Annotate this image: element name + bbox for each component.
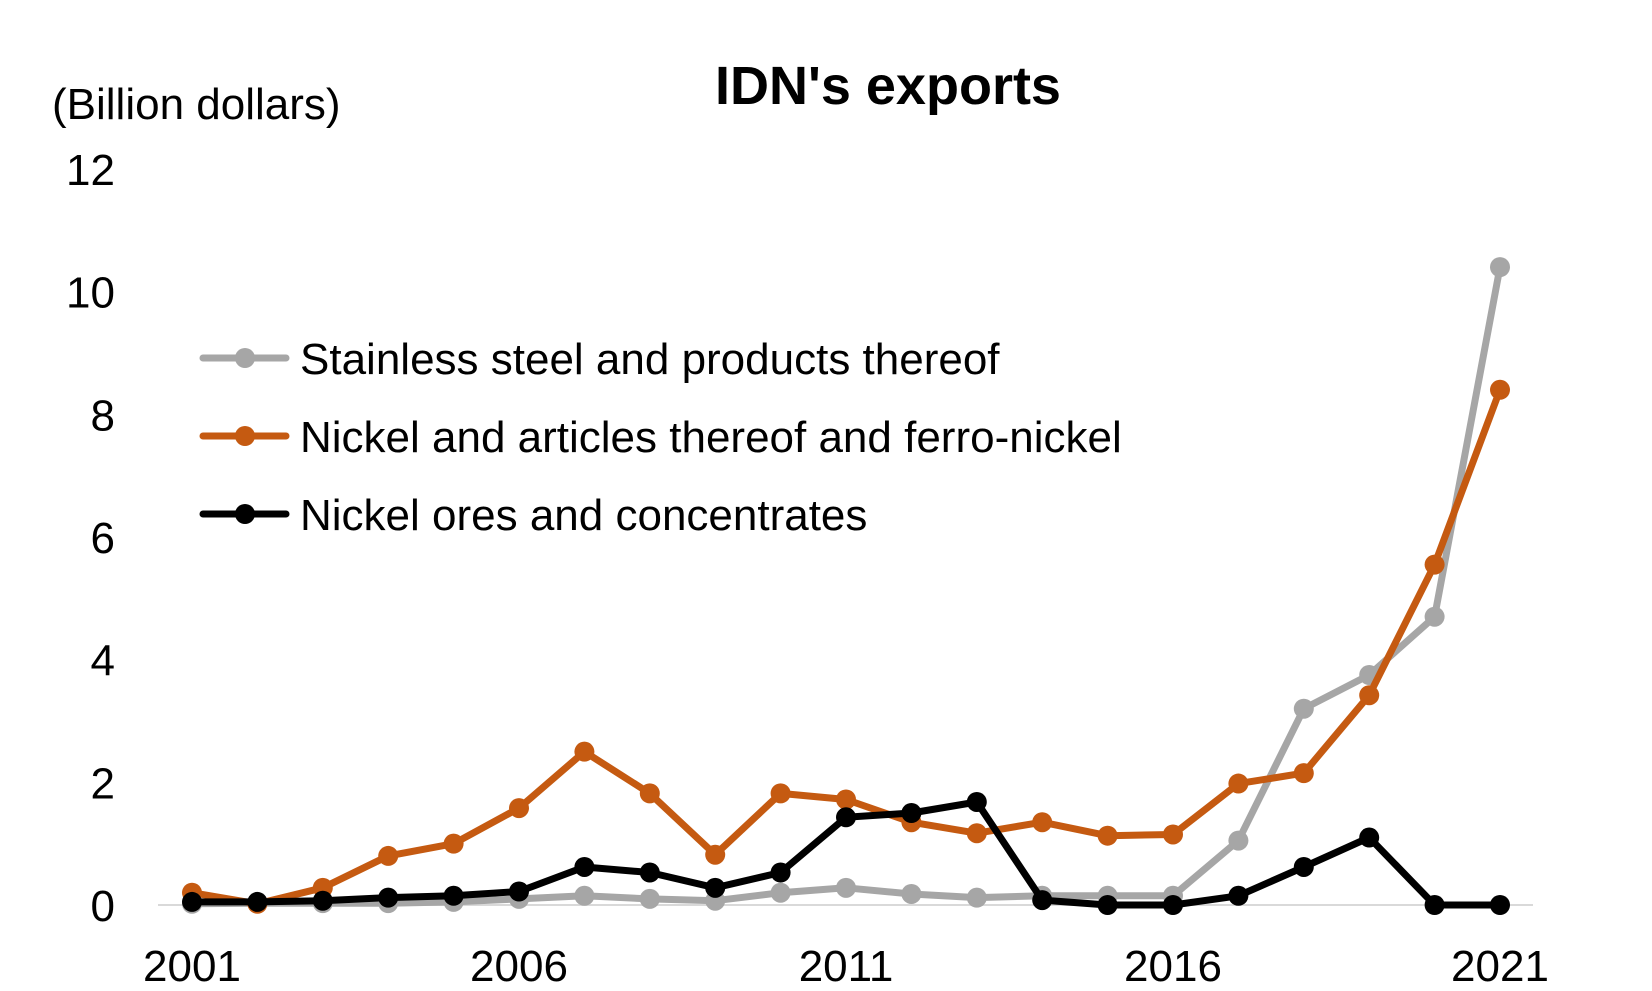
y-tick-label: 12: [66, 146, 115, 195]
y-tick-label: 0: [91, 882, 115, 931]
data-point: [1228, 773, 1249, 794]
x-tick-label: 2001: [143, 942, 241, 991]
data-point: [312, 890, 333, 911]
data-point: [378, 845, 399, 866]
x-tick-label: 2016: [1124, 942, 1222, 991]
data-point: [901, 883, 922, 904]
legend-entry: Stainless steel and products thereof: [199, 335, 1000, 384]
data-point: [509, 881, 529, 902]
data-point: [443, 885, 464, 906]
data-point: [1032, 890, 1053, 911]
data-point: [1097, 895, 1118, 915]
data-point: [966, 887, 987, 908]
data-point: [836, 877, 856, 898]
legend: Stainless steel and products thereof Nick…: [199, 335, 1122, 540]
data-point: [1293, 856, 1314, 877]
data-point: [1228, 830, 1249, 851]
x-tick-label: 2011: [799, 942, 894, 991]
data-point: [966, 823, 987, 844]
data-point: [1359, 685, 1380, 706]
data-point: [770, 862, 791, 883]
data-point: [705, 877, 726, 898]
legend-marker-swatch: [235, 348, 255, 368]
legend-entry: Nickel and articles thereof and ferro-ni…: [199, 413, 1122, 462]
data-point: [443, 833, 464, 854]
data-point: [1490, 257, 1510, 278]
series-1: [182, 379, 1510, 914]
data-point: [901, 803, 922, 823]
series-layer: [182, 257, 1510, 915]
data-point: [1490, 895, 1510, 915]
y-tick-label: 8: [91, 391, 115, 440]
legend-label: Nickel ores and concentrates: [300, 491, 867, 540]
data-point: [836, 789, 856, 810]
legend-marker-swatch: [235, 504, 255, 524]
data-point: [1293, 698, 1314, 719]
data-point: [1228, 885, 1249, 906]
data-point: [1293, 763, 1314, 784]
data-point: [1490, 379, 1510, 400]
data-point: [1424, 554, 1445, 575]
data-point: [770, 783, 791, 804]
data-point: [770, 882, 791, 903]
data-point: [1163, 895, 1183, 915]
y-tick-label: 6: [91, 514, 115, 563]
x-axis-ticks: 2001 2006 2011 2016 2021: [143, 942, 1549, 991]
data-point: [966, 791, 987, 812]
data-point: [639, 783, 660, 804]
data-point: [705, 844, 726, 865]
data-point: [182, 891, 202, 912]
x-tick-label: 2021: [1451, 942, 1549, 991]
y-axis-unit-label: (Billion dollars): [52, 80, 341, 129]
data-point: [836, 807, 856, 828]
data-point: [1097, 825, 1118, 846]
series-2: [182, 791, 1510, 915]
y-axis-ticks: 0 2 4 6 8 10 12: [66, 146, 115, 931]
legend-label: Stainless steel and products thereof: [300, 335, 1000, 384]
data-point: [574, 885, 595, 906]
y-tick-label: 2: [91, 759, 115, 808]
data-point: [247, 891, 268, 912]
data-point: [639, 888, 660, 909]
legend-label: Nickel and articles thereof and ferro-ni…: [300, 413, 1122, 462]
y-tick-label: 4: [91, 637, 115, 686]
legend-entry: Nickel ores and concentrates: [199, 491, 867, 540]
data-point: [1032, 812, 1053, 833]
data-point: [574, 856, 595, 877]
y-tick-label: 10: [66, 269, 115, 318]
data-point: [1163, 824, 1183, 845]
data-point: [378, 887, 399, 908]
data-point: [1359, 827, 1380, 848]
data-point: [574, 741, 595, 762]
data-point: [1424, 895, 1445, 915]
data-point: [1424, 606, 1445, 627]
data-point: [509, 798, 529, 819]
chart-title: IDN's exports: [715, 56, 1061, 116]
legend-marker-swatch: [235, 426, 255, 446]
data-point: [639, 862, 660, 883]
x-tick-label: 2006: [470, 942, 568, 991]
